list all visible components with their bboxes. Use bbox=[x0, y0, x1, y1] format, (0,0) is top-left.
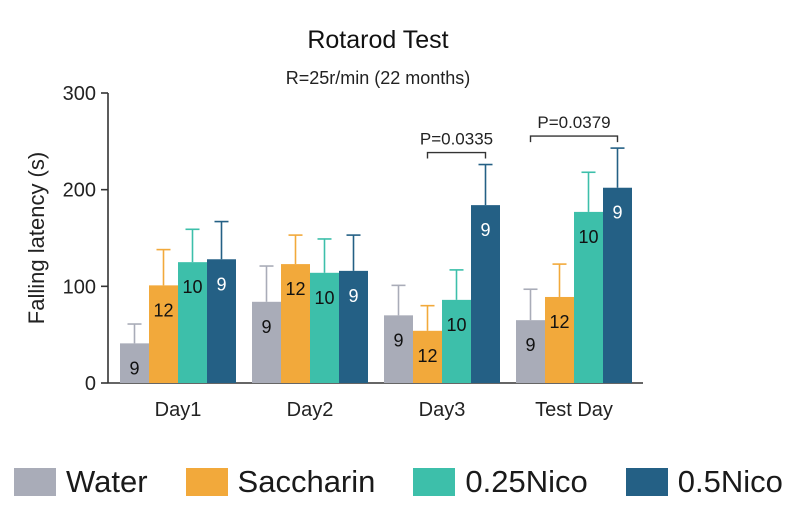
bar-n-label: 10 bbox=[314, 288, 334, 308]
bar-n-label: 9 bbox=[261, 317, 271, 337]
legend-item-0-5nico: 0.5Nico bbox=[625, 464, 783, 500]
bar-saccharin-day3 bbox=[413, 330, 442, 383]
x-tick-label-test-day: Test Day bbox=[535, 399, 613, 421]
bar-n-label: 9 bbox=[129, 358, 139, 378]
legend-swatch bbox=[14, 468, 56, 496]
bar-n-label: 12 bbox=[153, 300, 173, 320]
chart-subtitle: R=25r/min (22 months) bbox=[286, 68, 471, 88]
bar-0-5nico-test-day bbox=[603, 187, 632, 383]
bar-n-label: 10 bbox=[182, 277, 202, 297]
bar-n-label: 9 bbox=[348, 286, 358, 306]
bar-water-day3 bbox=[384, 315, 413, 383]
legend-label: 0.25Nico bbox=[465, 464, 588, 499]
bar-0-5nico-day2 bbox=[339, 270, 368, 383]
bar-0-5nico-day1 bbox=[207, 259, 236, 383]
bar-water-day1 bbox=[120, 343, 149, 383]
y-tick-label: 0 bbox=[85, 373, 96, 395]
bar-0-25nico-test-day bbox=[574, 211, 603, 383]
bar-0-25nico-day3 bbox=[442, 299, 471, 383]
y-tick-label: 200 bbox=[63, 180, 96, 202]
bar-0-5nico-day3 bbox=[471, 205, 500, 383]
bar-n-label: 9 bbox=[216, 274, 226, 294]
bar-saccharin-day2 bbox=[281, 264, 310, 383]
significance-bracket bbox=[529, 135, 619, 143]
y-tick-label: 100 bbox=[63, 276, 96, 298]
bar-n-label: 12 bbox=[417, 346, 437, 366]
legend-item-saccharin: Saccharin bbox=[185, 464, 376, 500]
bar-water-test-day bbox=[516, 320, 545, 383]
bar-saccharin-test-day bbox=[545, 296, 574, 383]
bar-0-25nico-day2 bbox=[310, 272, 339, 383]
legend-swatch bbox=[625, 468, 668, 496]
p-value-label: P=0.0335 bbox=[420, 130, 493, 149]
legend-swatch bbox=[185, 468, 228, 496]
bar-water-day2 bbox=[252, 301, 281, 383]
bar-n-label: 10 bbox=[578, 227, 598, 247]
bar-0-25nico-day1 bbox=[178, 262, 207, 383]
legend-label: Saccharin bbox=[237, 464, 376, 499]
legend-label: 0.5Nico bbox=[677, 464, 783, 499]
legend-label: Water bbox=[66, 464, 148, 499]
p-value-label: P=0.0379 bbox=[537, 113, 610, 132]
x-tick-label-day1: Day1 bbox=[155, 399, 202, 421]
bar-n-label: 9 bbox=[525, 335, 535, 355]
legend-item-water: Water bbox=[14, 464, 148, 500]
y-tick-label: 300 bbox=[63, 83, 96, 105]
significance-bracket bbox=[426, 151, 487, 159]
rotarod-bar-chart: Rotarod Test R=25r/min (22 months) Falling… bbox=[24, 26, 643, 421]
chart-title: Rotarod Test bbox=[307, 26, 448, 54]
legend-item-0-25nico: 0.25Nico bbox=[413, 464, 588, 500]
bar-n-label: 12 bbox=[285, 279, 305, 299]
legend-swatch bbox=[413, 468, 456, 496]
legend: Water Saccharin 0.25Nico 0.5Nico bbox=[14, 460, 800, 504]
x-tick-label-day3: Day3 bbox=[419, 399, 466, 421]
bar-n-label: 12 bbox=[549, 312, 569, 332]
bar-saccharin-day1 bbox=[149, 285, 178, 383]
y-axis-label: Falling latency (s) bbox=[24, 152, 49, 324]
bar-n-label: 9 bbox=[480, 220, 490, 240]
bar-n-label: 9 bbox=[393, 330, 403, 350]
bar-n-label: 9 bbox=[612, 203, 622, 223]
x-tick-label-day2: Day2 bbox=[287, 399, 334, 421]
bar-n-label: 10 bbox=[446, 315, 466, 335]
